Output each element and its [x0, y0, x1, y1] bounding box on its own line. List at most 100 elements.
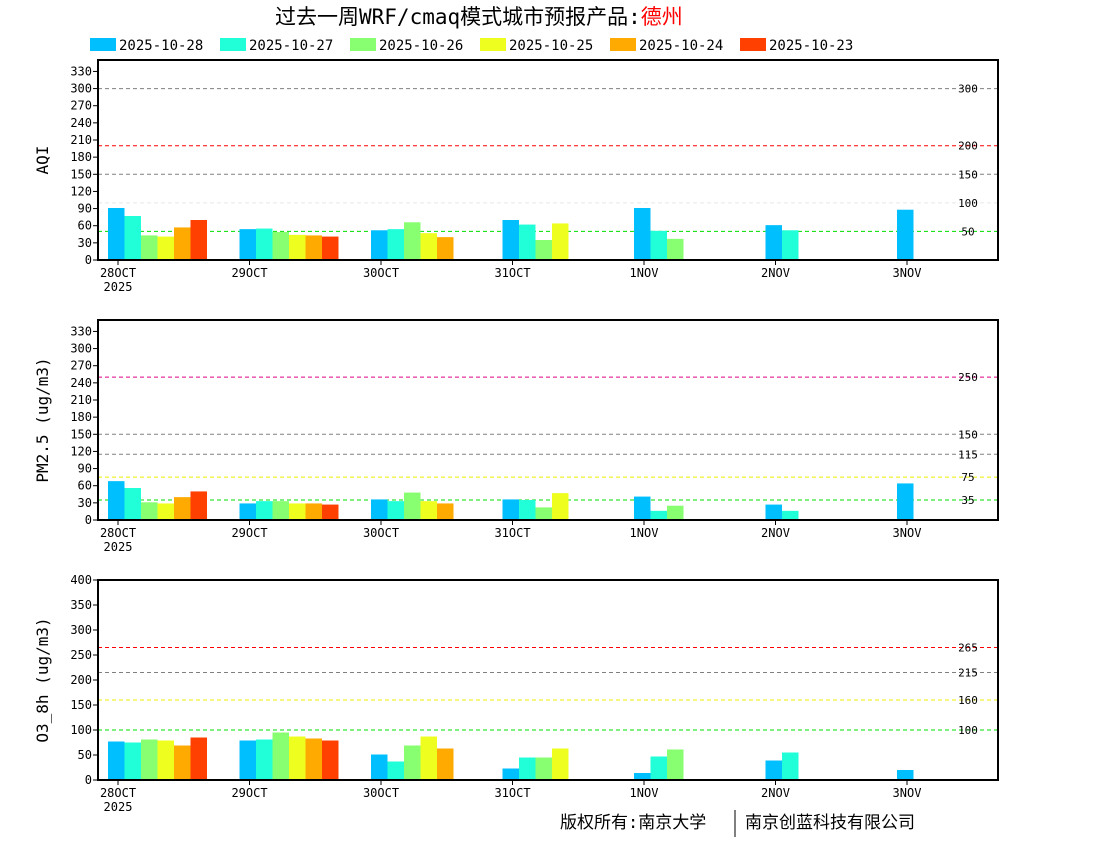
- y-tick-label: 150: [70, 427, 92, 441]
- x-tick-label: 29OCT: [231, 266, 267, 280]
- x-tick-label: 28OCT: [100, 786, 136, 800]
- bar: [322, 236, 339, 260]
- bar: [157, 236, 174, 260]
- legend-label: 2025-10-25: [509, 38, 593, 54]
- y-axis-label: O3_8h (ug/m3): [33, 617, 52, 742]
- reference-label: 250: [958, 371, 978, 384]
- bar: [552, 748, 569, 780]
- x-tick-label: 29OCT: [231, 526, 267, 540]
- reference-label: 150: [958, 168, 978, 181]
- reference-label: 75: [961, 471, 974, 484]
- year-label: 2025: [104, 280, 133, 294]
- x-tick-label: 3NOV: [893, 266, 922, 280]
- bar: [519, 224, 536, 260]
- legend-label: 2025-10-26: [379, 38, 463, 54]
- bar: [634, 773, 651, 780]
- bar: [322, 504, 339, 520]
- bar: [502, 768, 519, 780]
- bar: [239, 503, 256, 520]
- bar: [387, 761, 404, 780]
- bar: [765, 225, 782, 260]
- bar: [256, 228, 273, 260]
- bar: [141, 502, 158, 520]
- reference-label: 215: [958, 667, 978, 680]
- bar: [272, 501, 289, 520]
- bar: [190, 491, 207, 520]
- reference-label: 50: [961, 225, 974, 238]
- bar: [437, 748, 454, 780]
- bar: [305, 503, 322, 520]
- bar: [782, 752, 799, 780]
- bar: [667, 505, 684, 520]
- bar: [535, 757, 552, 780]
- y-tick-label: 330: [70, 324, 92, 338]
- y-tick-label: 120: [70, 184, 92, 198]
- bar: [387, 229, 404, 260]
- legend-swatch: [350, 38, 376, 51]
- bar: [502, 220, 519, 260]
- legend-label: 2025-10-24: [639, 38, 723, 54]
- bar: [157, 740, 174, 780]
- y-tick-label: 90: [78, 462, 92, 476]
- bar: [420, 736, 437, 780]
- bar: [272, 232, 289, 260]
- bar: [141, 739, 158, 780]
- bar: [174, 745, 191, 780]
- panel-2: 265 215 160 100 0 50 100 150 200 250 300 350 400 28OC…: [33, 573, 999, 814]
- y-tick-label: 210: [70, 393, 92, 407]
- reference-label: 150: [958, 428, 978, 441]
- y-tick-label: 150: [70, 698, 92, 712]
- bar: [782, 230, 799, 260]
- x-tick-label: 2NOV: [761, 266, 790, 280]
- legend-swatch: [740, 38, 766, 51]
- reference-label: 115: [958, 448, 978, 461]
- bar: [634, 208, 651, 260]
- plot-frame: [97, 579, 999, 781]
- x-tick-label: 3NOV: [893, 526, 922, 540]
- legend-swatch: [480, 38, 506, 51]
- bar: [765, 504, 782, 520]
- y-tick-label: 60: [78, 479, 92, 493]
- bar: [124, 216, 141, 260]
- bar: [387, 501, 404, 520]
- x-tick-label: 31OCT: [494, 526, 530, 540]
- x-tick-label: 2NOV: [761, 526, 790, 540]
- bar: [289, 736, 306, 780]
- bar: [650, 510, 667, 520]
- bar: [108, 481, 125, 520]
- y-tick-label: 250: [70, 648, 92, 662]
- reference-label: 265: [958, 642, 978, 655]
- y-tick-label: 330: [70, 64, 92, 78]
- reference-label: 100: [958, 197, 978, 210]
- year-label: 2025: [104, 540, 133, 554]
- footer-left: 版权所有:南京大学: [560, 813, 706, 833]
- bar: [897, 483, 914, 520]
- bar: [897, 770, 914, 780]
- panel-0: 300 200 150 100 50 0 30 60 90 120 150 180 210 240 270 3…: [33, 59, 999, 294]
- legend: 2025-10-28 2025-10-27 2025-10-26 2025-10-25…: [90, 38, 853, 54]
- legend-label: 2025-10-28: [119, 38, 203, 54]
- bar: [404, 492, 421, 520]
- x-tick-label: 28OCT: [100, 266, 136, 280]
- bar: [371, 230, 388, 260]
- bar: [437, 503, 454, 520]
- legend-swatch: [610, 38, 636, 51]
- bar: [371, 754, 388, 780]
- plot-frame: [97, 319, 999, 521]
- x-tick-label: 2NOV: [761, 786, 790, 800]
- legend-swatch: [220, 38, 246, 51]
- bar: [190, 737, 207, 780]
- bar: [650, 230, 667, 260]
- bar: [782, 510, 799, 520]
- bar: [535, 507, 552, 520]
- reference-label: 300: [958, 83, 978, 96]
- bar: [897, 209, 914, 260]
- y-tick-label: 180: [70, 150, 92, 164]
- x-tick-label: 1NOV: [630, 266, 659, 280]
- y-tick-label: 300: [70, 342, 92, 356]
- y-axis-label: AQI: [33, 146, 52, 175]
- bar: [420, 501, 437, 520]
- y-tick-label: 300: [70, 623, 92, 637]
- bar: [502, 499, 519, 520]
